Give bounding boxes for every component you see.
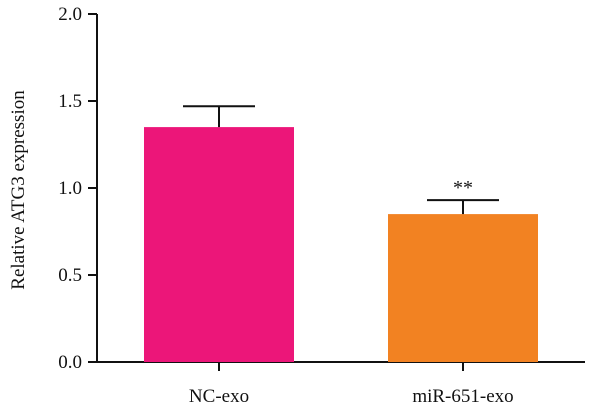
bar-miR-651-exo (388, 214, 538, 362)
y-tick-label: 1.0 (58, 178, 82, 199)
significance-label: ** (453, 177, 473, 199)
x-axis: NC-exo miR-651-exo (97, 361, 585, 407)
y-tick-label: 0.5 (58, 265, 82, 286)
bar-NC-exo (144, 127, 294, 362)
x-tick-label: NC-exo (189, 386, 249, 407)
x-tick-label: miR-651-exo (412, 386, 513, 407)
bars (144, 105, 538, 362)
y-tick-label: 2.0 (58, 4, 82, 25)
annotations: ** (453, 177, 473, 199)
y-tick-label: 1.5 (58, 91, 82, 112)
y-axis-title: Relative ATG3 expression (8, 90, 29, 290)
y-tick-label: 0.0 (58, 352, 82, 373)
y-axis: 0.0 0.5 1.0 1.5 2.0 (58, 4, 98, 373)
